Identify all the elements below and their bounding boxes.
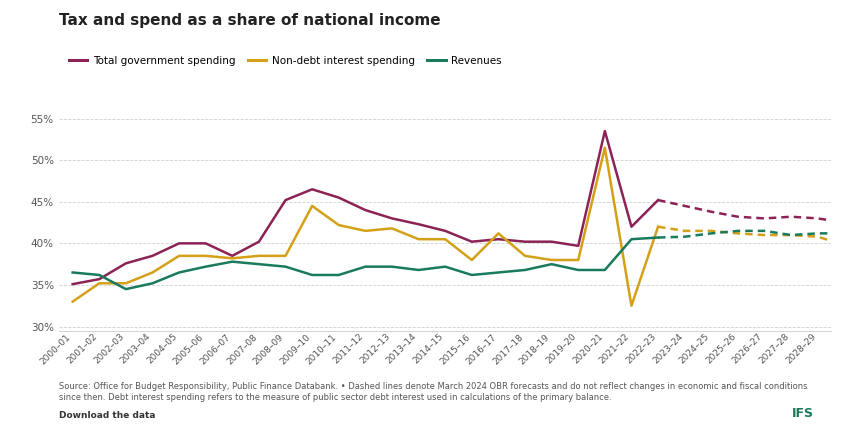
Legend: Total government spending, Non-debt interest spending, Revenues: Total government spending, Non-debt inte…: [64, 52, 506, 70]
Text: Download the data: Download the data: [59, 411, 156, 420]
Text: IFS: IFS: [792, 407, 814, 420]
Text: Tax and spend as a share of national income: Tax and spend as a share of national inc…: [59, 13, 441, 28]
Text: Source: Office for Budget Responsibility, Public Finance Databank. • Dashed line: Source: Office for Budget Responsibility…: [59, 382, 808, 402]
